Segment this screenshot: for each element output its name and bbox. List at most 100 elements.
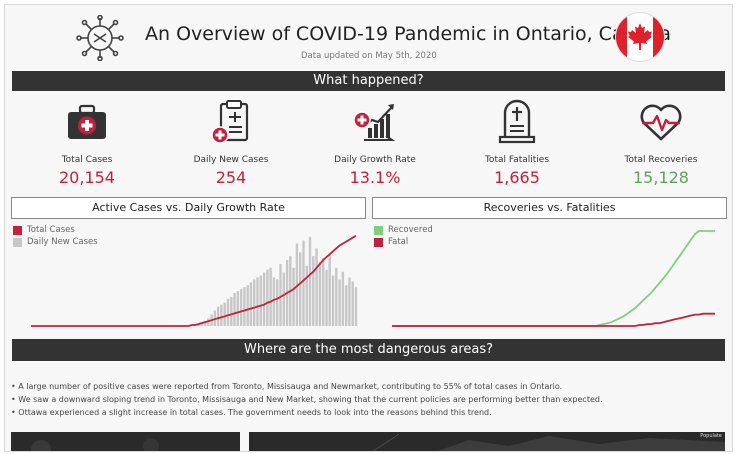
kpi-label: Daily New Cases (193, 155, 269, 165)
kpi-daily-new-cases: Daily New Cases 254 (161, 97, 301, 187)
bar-daily-new-cases (216, 306, 220, 326)
bar-daily-new-cases (256, 277, 259, 326)
legend-label: Daily New Cases (27, 237, 98, 247)
legend-active-cases: Total Cases Daily New Cases (13, 224, 98, 248)
bar-daily-new-cases (272, 277, 276, 326)
growth-chart-icon (353, 104, 396, 141)
bar-daily-new-cases (299, 252, 302, 326)
bar-daily-new-cases (354, 287, 358, 326)
kpi-label: Total Cases (61, 155, 113, 165)
bar-daily-new-cases (325, 269, 328, 326)
legend-item: Daily New Cases (13, 236, 98, 248)
bar-daily-new-cases (322, 258, 325, 326)
legend-item: Recovered (374, 224, 433, 236)
legend-item: Fatal (374, 236, 433, 248)
kpi-total-cases: Total Cases 20,154 (17, 97, 157, 187)
map-texture (31, 438, 159, 451)
bar-daily-new-cases (315, 248, 318, 326)
page-title: An Overview of COVID-19 Pandemic in Onta… (145, 23, 671, 45)
line-fatal (392, 312, 715, 327)
kpi-label: Total Fatalities (484, 155, 550, 165)
bar-daily-new-cases (269, 267, 272, 326)
bar-daily-new-cases (236, 291, 239, 326)
legend-swatch (13, 225, 22, 235)
bar-daily-new-cases (282, 272, 285, 326)
dashboard: An Overview of COVID-19 Pandemic in Onta… (4, 4, 733, 452)
legend-recoveries: Recovered Fatal (374, 224, 433, 248)
bar-daily-new-cases (200, 323, 203, 326)
line-total-cases (31, 235, 357, 327)
chart-active-cases (31, 235, 358, 327)
bar-daily-new-cases (292, 267, 295, 326)
kpi-label: Total Recoveries (624, 155, 698, 165)
virus-icon (76, 15, 124, 61)
kpi-value: 254 (215, 168, 247, 187)
legend-swatch (13, 237, 22, 247)
insight-item: • We saw a downward sloping trend in Tor… (11, 395, 603, 404)
kpi-label: Daily Growth Rate (334, 155, 416, 165)
heartbeat-icon (640, 104, 682, 141)
canada-flag-icon (615, 12, 665, 62)
legend-swatch (374, 237, 383, 247)
kpi-total-recoveries: Total Recoveries 15,128 (591, 97, 731, 187)
legend-swatch (374, 225, 383, 235)
bar-daily-new-cases (279, 263, 282, 326)
bar-daily-new-cases (305, 265, 308, 326)
bar-daily-new-cases (308, 236, 312, 326)
bar-daily-new-cases (318, 262, 322, 326)
tombstone-icon (498, 99, 536, 144)
bar-daily-new-cases (226, 298, 230, 326)
kpi-value: 20,154 (59, 168, 115, 187)
bar-daily-new-cases (249, 282, 253, 326)
map-right[interactable]: Populate (249, 432, 725, 451)
section-banner-dangerous-areas: Where are the most dangerous areas? (12, 339, 725, 361)
insight-item: • A large number of positive cases were … (11, 382, 563, 391)
clipboard-icon (211, 100, 249, 144)
section-banner-what-happened: What happened? (12, 71, 725, 91)
bar-daily-new-cases (351, 281, 354, 326)
chart-title-active-cases: Active Cases vs. Daily Growth Rate (11, 197, 366, 219)
bar-daily-new-cases (341, 271, 345, 326)
bar-daily-new-cases (246, 285, 249, 326)
first-aid-kit-icon (68, 104, 106, 139)
bar-daily-new-cases (213, 310, 216, 326)
bar-daily-new-cases (312, 256, 315, 326)
bar-daily-new-cases (233, 293, 236, 326)
bar-daily-new-cases (243, 287, 246, 326)
map-texture (372, 433, 725, 451)
bar-daily-new-cases (262, 272, 266, 326)
kpi-value: 15,128 (633, 168, 689, 187)
bar-daily-new-cases (259, 275, 262, 326)
bar-daily-new-cases (239, 289, 243, 326)
bar-daily-new-cases (253, 279, 256, 326)
bar-daily-new-cases (223, 302, 226, 326)
kpi-total-fatalities: Total Fatalities 1,665 (447, 97, 587, 187)
legend-label: Fatal (388, 237, 409, 247)
bar-daily-new-cases (338, 279, 341, 326)
bar-daily-new-cases (203, 321, 207, 327)
map-left[interactable] (11, 432, 240, 451)
map-credit: Populate (700, 433, 722, 439)
bar-daily-new-cases (328, 254, 331, 326)
kpi-value: 1,665 (494, 168, 540, 187)
bar-daily-new-cases (266, 269, 269, 326)
insights-list: • A large number of positive cases were … (11, 380, 726, 419)
bar-daily-new-cases (220, 304, 223, 326)
kpi-daily-growth-rate: Daily Growth Rate 13.1% (305, 97, 445, 187)
line-recovered (392, 230, 715, 327)
bar-daily-new-cases (230, 296, 233, 326)
data-updated-text: Data updated on May 5th, 2020 (301, 51, 437, 61)
chart-recoveries-fatalities (392, 230, 715, 327)
insight-item: • Ottawa experienced a slight increase i… (11, 408, 492, 417)
bar-daily-new-cases (276, 279, 279, 326)
header: An Overview of COVID-19 Pandemic in Onta… (5, 5, 732, 69)
bar-daily-new-cases (302, 240, 305, 326)
legend-label: Total Cases (27, 225, 75, 235)
bar-daily-new-cases (295, 243, 299, 326)
bar-daily-new-cases (197, 324, 200, 326)
bar-daily-new-cases (345, 285, 348, 326)
bar-daily-new-cases (335, 267, 338, 326)
legend-item: Total Cases (13, 224, 98, 236)
legend-label: Recovered (388, 225, 433, 235)
chart-title-recoveries: Recoveries vs. Fatalities (372, 197, 727, 219)
